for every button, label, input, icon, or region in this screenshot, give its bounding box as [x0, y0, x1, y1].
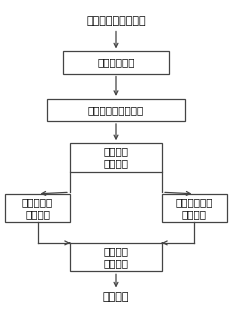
Text: 角点坐标的
精确定位: 角点坐标的 精确定位	[22, 197, 53, 219]
Text: 图像的预处理: 图像的预处理	[97, 58, 134, 67]
Bar	[70, 243, 161, 271]
Bar	[5, 194, 70, 222]
Text: 边缘像素级坐标提取: 边缘像素级坐标提取	[88, 105, 143, 115]
Text: 输入电缆护套切片图: 输入电缆护套切片图	[86, 16, 145, 26]
Bar	[63, 51, 168, 73]
Text: 角点的检
测与判别: 角点的检 测与判别	[103, 147, 128, 168]
Bar	[70, 143, 161, 172]
Bar	[47, 99, 184, 121]
Bar	[161, 194, 226, 222]
Text: 计算电缆
护套厚度: 计算电缆 护套厚度	[103, 246, 128, 268]
Text: 非角点坐标的
精确定位: 非角点坐标的 精确定位	[175, 197, 212, 219]
Text: 输出结果: 输出结果	[102, 292, 129, 302]
